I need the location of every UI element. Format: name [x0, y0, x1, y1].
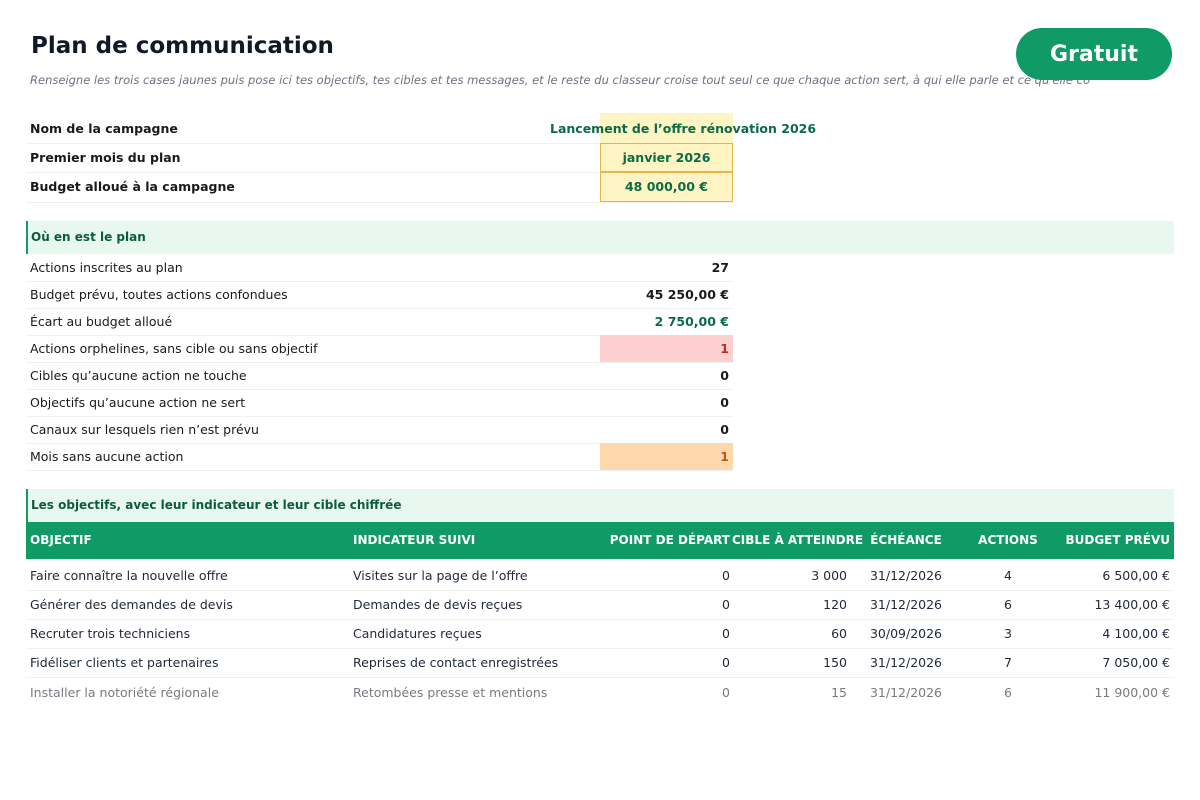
cell-start[interactable]: 0: [722, 597, 730, 612]
page-title: Plan de communication: [31, 33, 334, 59]
stat-value: 27: [711, 260, 729, 275]
stat-label: Budget prévu, toutes actions confondues: [30, 287, 288, 302]
objectives-table-header: OBJECTIF INDICATEUR SUIVI POINT DE DÉPAR…: [26, 522, 1174, 559]
cell-budget: 13 400,00 €: [1094, 597, 1170, 612]
stat-value-warning: 1: [600, 443, 733, 470]
stat-row: Canaux sur lesquels rien n’est prévu 0: [26, 416, 733, 444]
stat-row: Actions inscrites au plan 27: [26, 254, 733, 282]
cell-actions: 3: [1004, 626, 1012, 641]
col-header-deadline[interactable]: ÉCHÉANCE: [870, 533, 942, 547]
cell-indicator[interactable]: Candidatures reçues: [353, 626, 482, 641]
budget-input[interactable]: 48 000,00 €: [600, 172, 733, 202]
cell-start[interactable]: 0: [722, 568, 730, 583]
stat-row: Actions orphelines, sans cible ou sans o…: [26, 335, 733, 363]
campaign-name-highlight: [600, 113, 733, 143]
cell-deadline[interactable]: 31/12/2026: [869, 568, 943, 583]
cell-target[interactable]: 3 000: [811, 568, 847, 583]
cell-deadline[interactable]: 31/12/2026: [869, 597, 943, 612]
objectives-header: Les objectifs, avec leur indicateur et l…: [26, 489, 1174, 522]
stat-row: Écart au budget alloué 2 750,00 €: [26, 308, 733, 336]
stat-value: 2 750,00 €: [654, 314, 729, 329]
cell-indicator[interactable]: Retombées presse et mentions: [353, 685, 548, 700]
cell-actions: 6: [1004, 685, 1012, 700]
campaign-name-row: Nom de la campagne Lancement de l’offre …: [26, 114, 816, 144]
cell-target[interactable]: 60: [831, 626, 847, 641]
page-subtitle: Renseigne les trois cases jaunes puis po…: [30, 73, 1090, 87]
stat-value: 45 250,00 €: [645, 287, 729, 302]
stat-label: Cibles qu’aucune action ne touche: [30, 368, 247, 383]
cell-target[interactable]: 150: [823, 655, 847, 670]
stat-value-alert: 1: [600, 335, 733, 362]
cell-objective[interactable]: Fidéliser clients et partenaires: [30, 655, 219, 670]
campaign-name-input[interactable]: Lancement de l’offre rénovation 2026: [550, 121, 817, 136]
cell-start[interactable]: 0: [722, 655, 730, 670]
stat-label: Actions orphelines, sans cible ou sans o…: [30, 341, 318, 356]
table-row[interactable]: Faire connaître la nouvelle offre Visite…: [26, 561, 1174, 591]
cell-budget: 6 500,00 €: [1102, 568, 1170, 583]
campaign-name-label: Nom de la campagne: [30, 121, 178, 136]
table-row[interactable]: Installer la notoriété régionale Retombé…: [26, 678, 1174, 707]
stat-label: Canaux sur lesquels rien n’est prévu: [30, 422, 259, 437]
cell-actions: 4: [1004, 568, 1012, 583]
cell-budget: 4 100,00 €: [1102, 626, 1170, 641]
cell-indicator[interactable]: Visites sur la page de l’offre: [353, 568, 528, 583]
stat-row: Objectifs qu’aucune action ne sert 0: [26, 389, 733, 417]
cell-deadline[interactable]: 31/12/2026: [869, 685, 943, 700]
stat-row: Mois sans aucune action 1: [26, 443, 733, 471]
cell-indicator[interactable]: Demandes de devis reçues: [353, 597, 523, 612]
stat-label: Actions inscrites au plan: [30, 260, 183, 275]
cell-objective[interactable]: Générer des demandes de devis: [30, 597, 233, 612]
table-row[interactable]: Fidéliser clients et partenaires Reprise…: [26, 648, 1174, 678]
free-badge-button[interactable]: Gratuit: [1016, 28, 1172, 80]
table-row[interactable]: Recruter trois techniciens Candidatures …: [26, 619, 1174, 649]
stat-label: Écart au budget alloué: [30, 314, 173, 329]
col-header-indicator[interactable]: INDICATEUR SUIVI: [353, 533, 476, 547]
stat-row: Budget prévu, toutes actions confondues …: [26, 281, 733, 309]
first-month-input[interactable]: janvier 2026: [600, 143, 733, 172]
stat-value: 0: [720, 422, 729, 437]
cell-start[interactable]: 0: [722, 685, 730, 700]
stat-value: 0: [720, 395, 729, 410]
col-header-start[interactable]: POINT DE DÉPART: [609, 533, 730, 547]
stat-label: Mois sans aucune action: [30, 449, 184, 464]
stat-value: 0: [720, 368, 729, 383]
stat-row: Cibles qu’aucune action ne touche 0: [26, 362, 733, 390]
cell-deadline[interactable]: 31/12/2026: [869, 655, 943, 670]
cell-start[interactable]: 0: [722, 626, 730, 641]
budget-row: Budget alloué à la campagne 48 000,00 €: [26, 172, 733, 203]
cell-objective[interactable]: Installer la notoriété régionale: [30, 685, 219, 700]
first-month-label: Premier mois du plan: [30, 150, 181, 165]
cell-budget: 7 050,00 €: [1102, 655, 1170, 670]
cell-budget: 11 900,00 €: [1094, 685, 1170, 700]
cell-indicator[interactable]: Reprises de contact enregistrées: [353, 655, 559, 670]
col-header-budget[interactable]: BUDGET PRÉVU: [1065, 533, 1170, 547]
col-header-target[interactable]: CIBLE À ATTEINDRE: [732, 533, 864, 547]
cell-target[interactable]: 120: [823, 597, 847, 612]
cell-target[interactable]: 15: [831, 685, 847, 700]
table-row[interactable]: Générer des demandes de devis Demandes d…: [26, 590, 1174, 620]
cell-actions: 7: [1004, 655, 1012, 670]
stat-label: Objectifs qu’aucune action ne sert: [30, 395, 246, 410]
first-month-row: Premier mois du plan janvier 2026: [26, 143, 733, 173]
plan-status-header: Où en est le plan: [26, 221, 1174, 254]
cell-objective[interactable]: Recruter trois techniciens: [30, 626, 191, 641]
cell-actions: 6: [1004, 597, 1012, 612]
col-header-objective[interactable]: OBJECTIF: [30, 533, 92, 547]
budget-label: Budget alloué à la campagne: [30, 179, 235, 194]
cell-deadline[interactable]: 30/09/2026: [869, 626, 943, 641]
cell-objective[interactable]: Faire connaître la nouvelle offre: [30, 568, 228, 583]
col-header-actions[interactable]: ACTIONS: [978, 533, 1038, 547]
